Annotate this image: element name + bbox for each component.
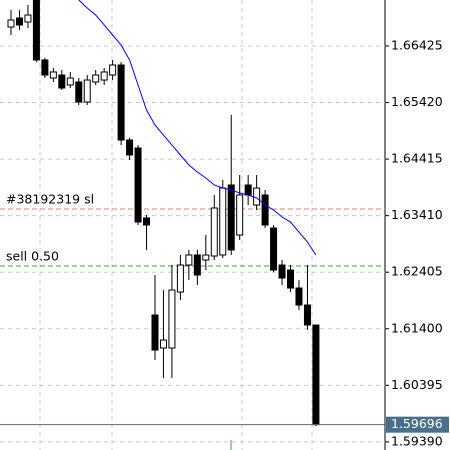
candle-body [227,184,235,251]
candle-body [134,147,142,223]
candle-body [92,74,100,83]
candle-body [117,64,125,141]
candle-body [244,184,252,196]
candle-body [261,194,269,226]
candle-body [176,264,184,293]
y-tick-label: 1.59390 [391,433,443,448]
candle-body [24,14,32,23]
candle-body [303,304,311,326]
candle-body [75,81,83,103]
candle-body [7,19,15,28]
order-label: #38192319 sl [6,192,94,207]
candle-body [109,64,117,76]
candle-body [168,289,176,349]
order-label: sell 0.50 [6,249,59,264]
candle-body [193,254,201,276]
candle-body [151,314,159,351]
y-tick-label: 1.63410 [391,207,443,222]
candle-body [253,187,261,206]
last-price-box [386,416,449,433]
candle-body [100,71,108,81]
candle-body [66,77,74,86]
y-tick-label: 1.62405 [391,264,443,279]
candle-body [312,324,320,426]
candle-body [287,269,295,289]
candle-body [49,71,57,79]
candle-body [185,254,193,266]
y-tick-label: 1.60395 [391,377,443,392]
candle-body [278,264,286,279]
y-tick-label: 1.61400 [391,320,443,335]
candle-body [83,79,91,103]
candle-body [270,227,278,271]
candle-body [210,207,218,257]
candle-body [219,187,227,256]
candle-body [159,339,167,349]
candle-body [236,194,244,236]
candle-body [202,254,210,261]
candle-body [41,59,49,76]
candle-body [295,287,303,306]
last-price-label: 1.59696 [391,416,443,431]
y-tick-label: 1.65420 [391,94,443,109]
candle-body [143,217,151,226]
candle-body [32,0,40,61]
candle-body [58,74,66,89]
y-tick-label: 1.64415 [391,151,443,166]
y-tick-label: 1.66425 [391,37,443,52]
candle-body [126,139,134,156]
candle-body [15,17,23,26]
moving-average [78,0,317,256]
